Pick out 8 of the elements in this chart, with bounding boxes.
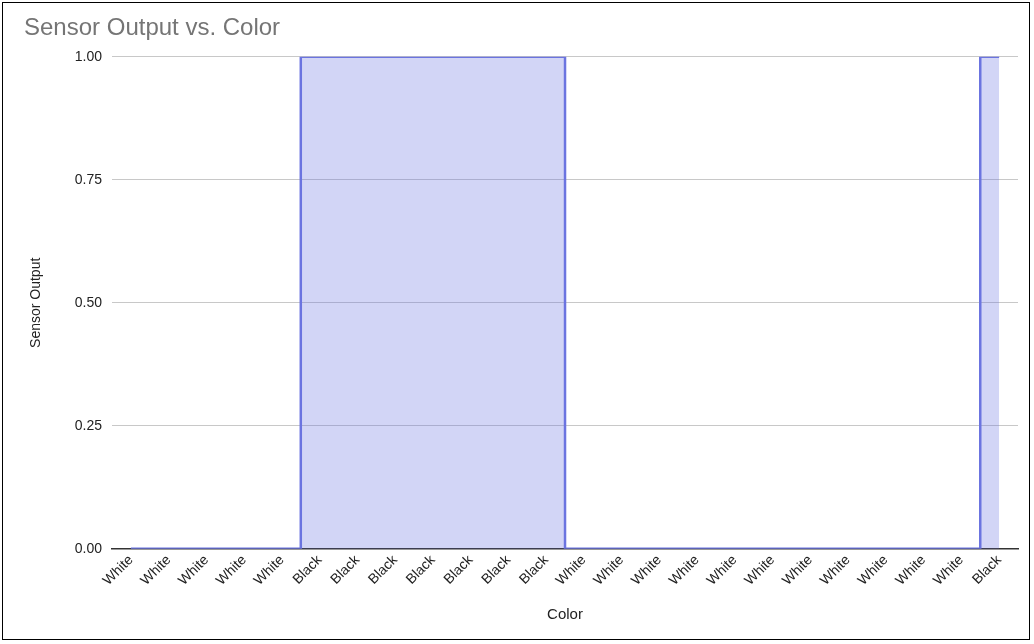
- y-tick-label: 0.00: [74, 539, 103, 556]
- y-axis-title: Sensor Output: [27, 257, 44, 348]
- y-tick-label: 0.50: [74, 293, 103, 310]
- x-axis-title: Color: [547, 605, 583, 623]
- y-tick-label: 1.00: [74, 47, 103, 64]
- y-tick-label: 0.75: [74, 170, 103, 187]
- chart-title: Sensor Output vs. Color: [24, 13, 281, 41]
- y-tick-label: 0.25: [74, 416, 103, 433]
